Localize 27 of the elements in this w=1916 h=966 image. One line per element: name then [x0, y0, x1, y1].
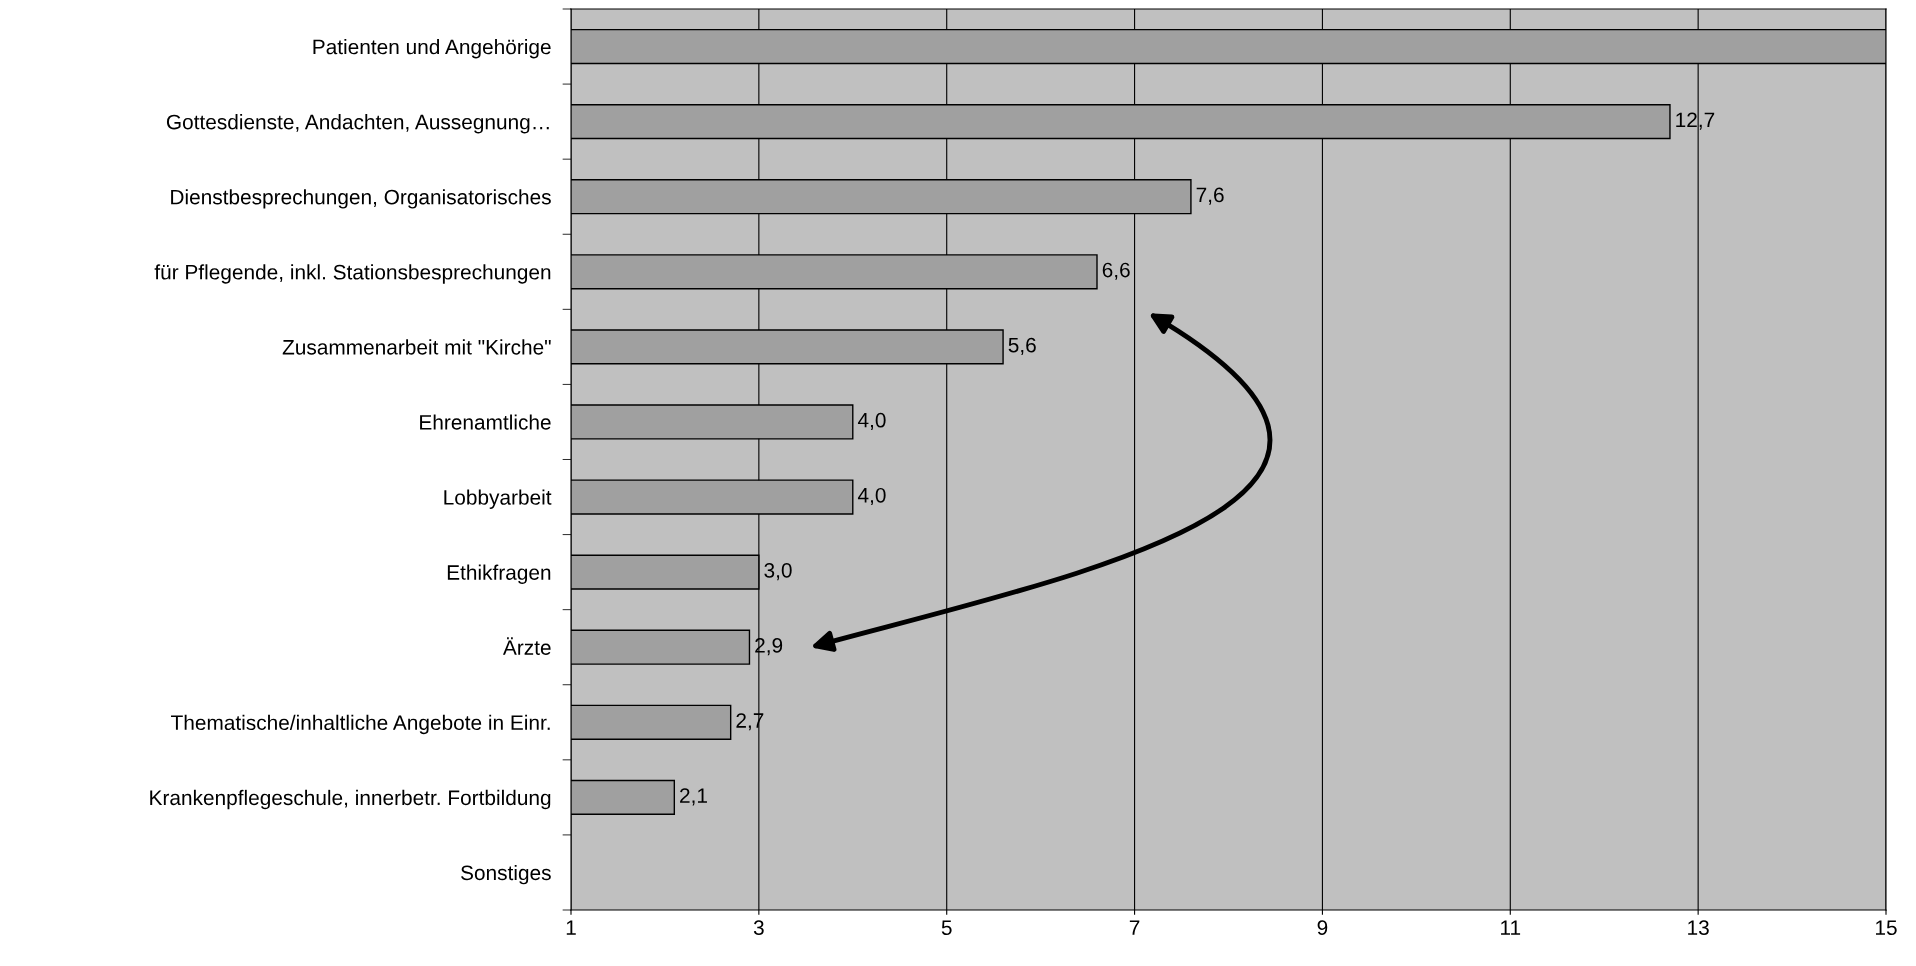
- x-tick-label: 15: [1876, 920, 1897, 936]
- x-tick-label: 3: [753, 920, 764, 936]
- data-label: 5,6: [1008, 337, 1036, 355]
- x-tick-label: 11: [1501, 920, 1521, 935]
- y-tick-label: Lobbyarbeit: [444, 489, 552, 509]
- data-label: 4,0: [857, 412, 886, 431]
- data-label: 3,0: [764, 562, 792, 581]
- y-tick-label: Ehrenamtliche: [420, 414, 551, 430]
- x-tick-label: 7: [1129, 920, 1140, 935]
- y-tick-label: für Pflegende, inkl. Stationsbesprechungen: [154, 264, 551, 284]
- y-tick-label: Zusammenarbeit mit "Kirche": [282, 339, 551, 355]
- x-tick-label: 1: [566, 920, 576, 935]
- x-tick-label: 9: [1317, 920, 1328, 936]
- data-label: 7,6: [1196, 187, 1224, 205]
- y-tick-label: Ärzte: [502, 637, 551, 655]
- y-tick-label: Patienten und Angehörige: [313, 38, 551, 59]
- y-tick-label: Sonstiges: [461, 864, 551, 885]
- x-tick-label: 13: [1688, 920, 1709, 936]
- y-tick-label: Krankenpflegeschule, innerbetr. Fortbildung: [150, 789, 551, 810]
- x-tick-label: 5: [941, 920, 952, 936]
- data-label: 4,0: [857, 487, 886, 506]
- y-tick-label: Dienstbesprechungen, Organisatorisches: [171, 189, 551, 209]
- y-tick-label: Ethikfragen: [447, 564, 551, 584]
- y-tick-label: Gottesdienste, Andachten, Aussegnung…: [166, 114, 549, 134]
- data-label: 2,1: [680, 788, 707, 806]
- data-label: 6,6: [1102, 262, 1130, 280]
- y-tick-label: Thematische/inhaltliche Angebote in Einr.: [171, 714, 550, 735]
